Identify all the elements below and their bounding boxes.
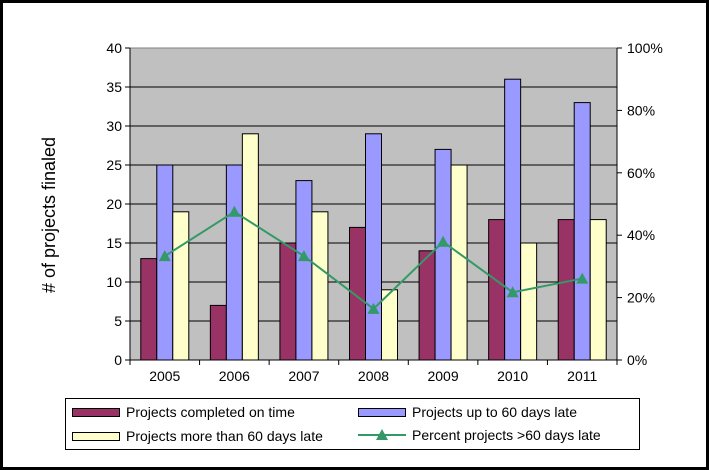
y-tick-label: 35 [106,79,122,95]
legend-swatch-up-to-60 [358,407,406,417]
y2-axis-ticks: 0% 20% 40% 60% 80% 100% [617,40,663,368]
line-point [576,272,589,284]
legend-swatch-more-than-60 [72,431,120,441]
legend-item-up-to-60: Projects up to 60 days late [358,404,577,420]
bar [241,133,259,361]
x-tick-label: 2006 [219,368,250,384]
bar [418,250,436,361]
x-tick-label: 2008 [358,368,389,384]
y-tick-label: 20 [106,196,122,212]
y-tick-label: 40 [106,40,122,56]
y-tick-label: 5 [114,313,122,329]
bar [209,304,227,361]
line-point [297,250,310,262]
bar [172,211,190,361]
bar [589,219,607,361]
x-tick-label: 2005 [149,368,180,384]
line-point [437,235,450,247]
y2-tick-label: 60% [627,165,655,181]
bar [279,242,297,361]
y2-tick-label: 80% [627,102,655,118]
line-series [158,205,589,314]
bar [520,242,538,361]
bar [140,258,158,361]
legend-swatch-on-time [72,407,120,417]
bar [311,211,329,361]
bar [295,180,313,361]
legend: Projects completed on time Projects up t… [65,398,640,450]
x-axis-ticks: 2005 2006 2007 2008 2009 2010 2011 [129,360,618,384]
legend-item-on-time: Projects completed on time [72,404,295,420]
x-tick-label: 2011 [567,368,597,384]
y2-tick-label: 0% [627,352,647,368]
bar [225,164,243,361]
y-axis-ticks: 0 5 10 15 20 25 30 35 40 [106,40,130,368]
bars [140,78,607,361]
x-tick-label: 2010 [497,368,528,384]
bar [488,219,506,361]
line-point [228,205,241,217]
legend-label-up-to-60: Projects up to 60 days late [412,404,577,420]
legend-label-on-time: Projects completed on time [126,404,295,420]
y2-tick-label: 20% [627,290,655,306]
bar [450,164,468,361]
legend-label-percent: Percent projects >60 days late [412,427,601,443]
x-tick-label: 2009 [427,368,458,384]
y-tick-label: 10 [106,274,122,290]
legend-swatch-percent [358,429,406,440]
y-axis-label: # of projects finaled [39,137,59,293]
y-tick-label: 15 [106,235,122,251]
bar [434,148,452,361]
chart-svg: 0 5 10 15 20 25 30 35 40 0% 20% 40% 60% 80% 100% 2005… [39,40,663,384]
y-tick-label: 30 [106,118,122,134]
bar [557,219,575,361]
line-point [367,302,380,314]
bar [573,102,591,361]
bar [504,78,522,361]
line-point [158,250,171,262]
y-tick-label: 25 [106,157,122,173]
line-point [506,286,519,298]
bar [156,164,174,361]
bar [381,289,398,361]
bar [365,133,382,361]
legend-item-more-than-60: Projects more than 60 days late [72,428,323,444]
legend-label-more-than-60: Projects more than 60 days late [126,428,323,444]
legend-item-percent: Percent projects >60 days late [358,427,601,443]
x-tick-label: 2007 [288,368,319,384]
y-tick-label: 0 [114,352,122,368]
y2-tick-label: 40% [627,227,655,243]
y2-tick-label: 100% [627,40,663,56]
